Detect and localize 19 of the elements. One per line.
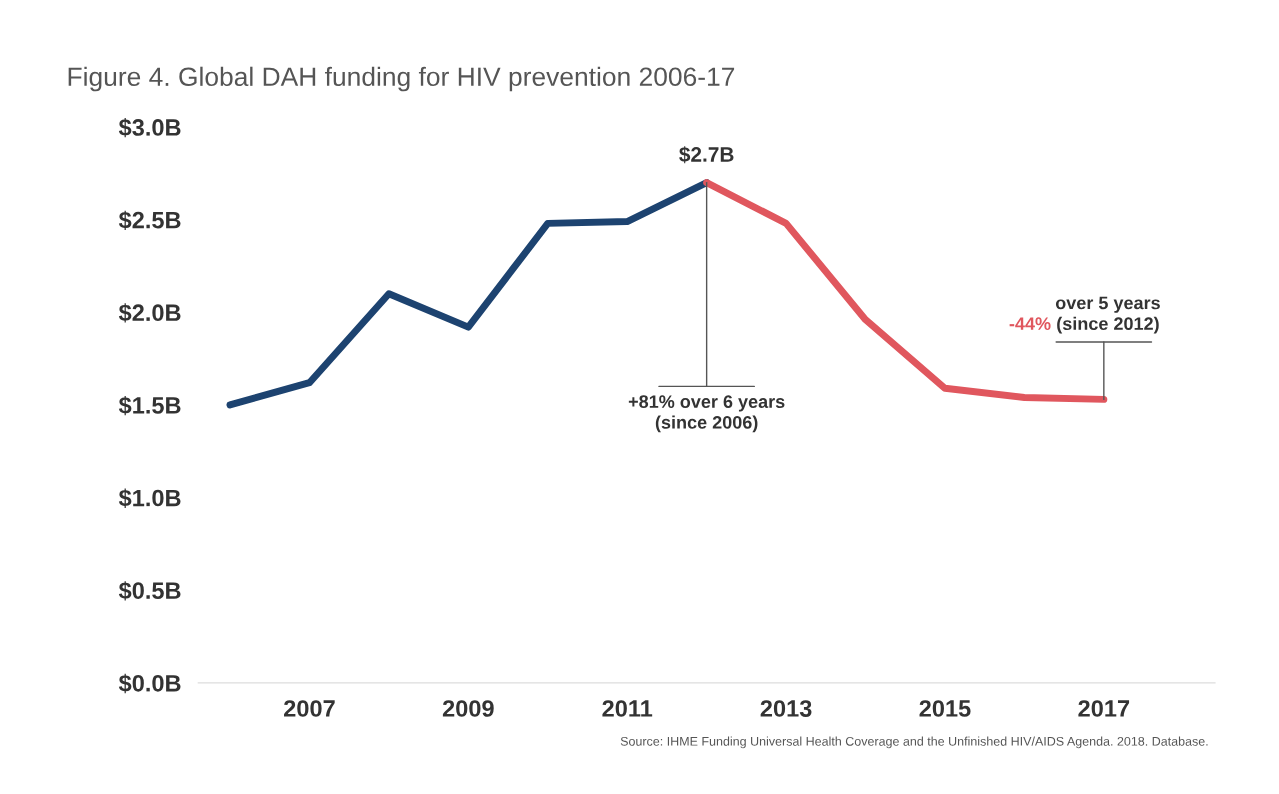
x-tick-label: 2009	[442, 700, 494, 717]
x-tick-label: 2015	[919, 700, 971, 717]
y-tick-label: $3.0B	[118, 118, 181, 138]
y-tick-label: $2.5B	[118, 210, 181, 230]
y-tick-label: $0.5B	[118, 581, 181, 601]
y-tick-label: $1.5B	[118, 395, 181, 416]
x-tick-label: 2017	[1078, 700, 1130, 717]
annotation: over 5 years (since 2012)	[1055, 296, 1160, 334]
x-tick-label: 2007	[284, 700, 335, 717]
chart-title: Figure 4. Global DAH funding for HIV prevention 2006-17	[68, 66, 735, 92]
y-tick-label: $2.0B	[118, 303, 181, 323]
y-tick-label: $0.0B	[118, 673, 181, 694]
source-note: Source: IHME Funding Universal Health Coverage and the Unfinished HIV/AIDS Agenda. 2018. Database.	[620, 736, 1208, 749]
y-tick-label: $1.0B	[118, 488, 181, 508]
annotation: +81% over 6 years (since 2006)	[628, 395, 785, 433]
x-tick-label: 2011	[602, 700, 653, 717]
data-label: $2.7B	[679, 146, 734, 164]
annotation: -44%	[1009, 317, 1051, 331]
x-tick-label: 2013	[760, 700, 812, 717]
